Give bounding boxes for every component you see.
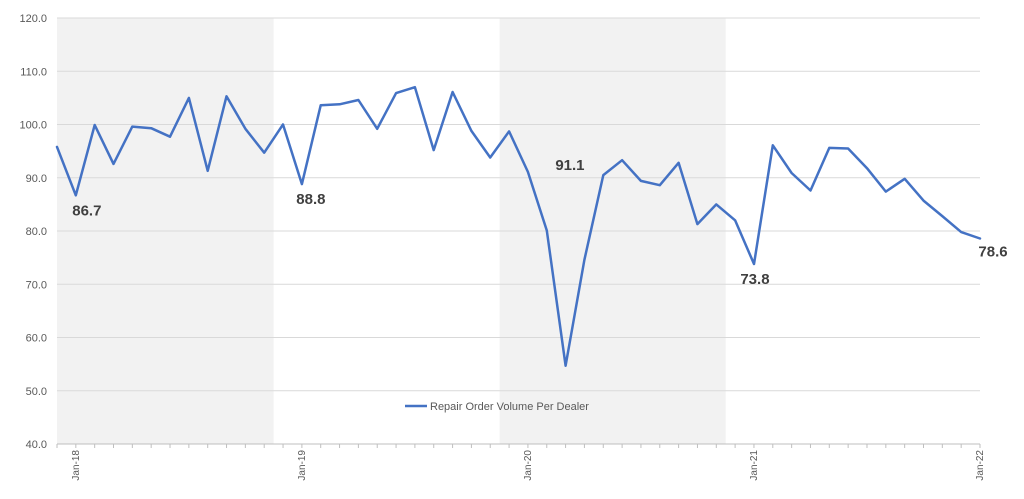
series-repair-order-volume [55,85,982,367]
x-axis: Jan-18 Jan-19 Jan-20 Jan-21 Jan-22 [56,444,986,481]
x-tick-label: Jan-22 [975,450,986,481]
y-tick-label: 70.0 [26,279,47,291]
y-tick-label: 120.0 [19,13,47,25]
y-tick-label: 90.0 [26,173,47,185]
x-tick-label: Jan-20 [523,450,534,481]
y-tick-label: 110.0 [20,66,47,78]
data-label: 88.8 [296,191,325,208]
data-label: 91.1 [555,157,584,174]
legend: Repair Order Volume Per Dealer [405,401,589,413]
y-tick-label: 80.0 [26,226,47,238]
y-tick-label: 50.0 [26,386,47,398]
gridlines [57,17,980,445]
x-tick-label: Jan-21 [749,450,760,481]
x-tick-label: Jan-18 [71,450,82,481]
data-label: 73.8 [740,271,769,288]
y-axis-tick-labels: 40.0 50.0 60.0 70.0 80.0 90.0 100.0 110.0 120.0 [19,13,47,451]
x-tick-label: Jan-19 [297,450,308,481]
y-tick-label: 60.0 [26,333,47,345]
data-label: 86.7 [72,202,101,219]
data-labels: 86.7 88.8 91.1 73.8 78.6 [72,157,1007,288]
y-tick-label: 40.0 [26,439,47,451]
data-label: 78.6 [978,243,1007,260]
legend-label: Repair Order Volume Per Dealer [430,401,589,413]
series-line [55,85,982,367]
y-tick-label: 100.0 [19,120,47,132]
